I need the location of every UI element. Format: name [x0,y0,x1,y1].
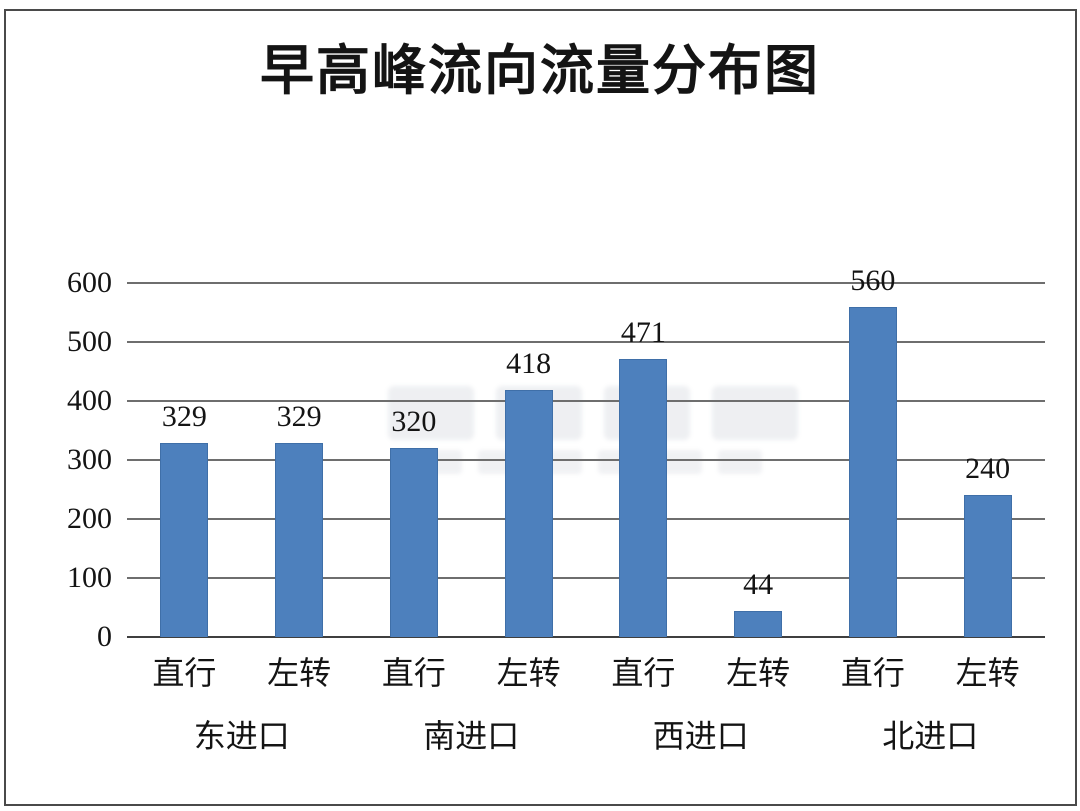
y-axis-tick-label: 0 [97,620,112,653]
x-axis-category-label: 左转 [955,655,1020,691]
y-axis-tick-label: 500 [67,325,112,358]
x-axis-line [127,636,1045,638]
x-axis-category-label: 直行 [152,655,217,691]
bar-value-label: 329 [161,399,207,433]
x-axis-group-label: 南进口 [423,718,520,754]
bar-value-label: 320 [391,405,437,439]
bar [619,359,668,637]
gridline [127,459,1045,461]
y-axis-tick-label: 400 [67,384,112,417]
bar [963,495,1012,637]
x-axis-group-label: 东进口 [193,718,290,754]
bar [275,442,324,637]
x-axis-category-label: 直行 [381,655,446,691]
x-axis-category-label: 左转 [496,655,561,691]
bar [504,390,553,637]
chart-title: 早高峰流向流量分布图 [260,41,820,101]
bar [389,448,438,637]
bar-value-label: 240 [965,452,1011,486]
gridline [127,518,1045,520]
x-axis-group-label: 西进口 [652,718,749,754]
y-axis-tick-label: 600 [67,266,112,299]
bar-value-label: 471 [620,316,666,350]
x-axis-group-label: 北进口 [882,718,979,754]
bar-value-label: 329 [276,399,322,433]
x-axis-category-label: 左转 [267,655,332,691]
bar [160,442,209,637]
gridline [127,400,1045,402]
y-axis-tick-label: 300 [67,443,112,476]
bar-value-label: 560 [850,263,896,297]
gridline [127,282,1045,284]
x-axis-category-label: 直行 [611,655,676,691]
y-axis-tick-label: 200 [67,502,112,535]
bar-value-label: 418 [506,347,552,381]
gridline [127,577,1045,579]
bar [848,306,897,637]
gridline [127,341,1045,343]
y-axis-tick-label: 100 [67,561,112,594]
bar [734,611,783,637]
x-axis-category-label: 直行 [840,655,905,691]
x-axis-category-label: 左转 [726,655,791,691]
bar-value-label: 44 [743,568,774,602]
